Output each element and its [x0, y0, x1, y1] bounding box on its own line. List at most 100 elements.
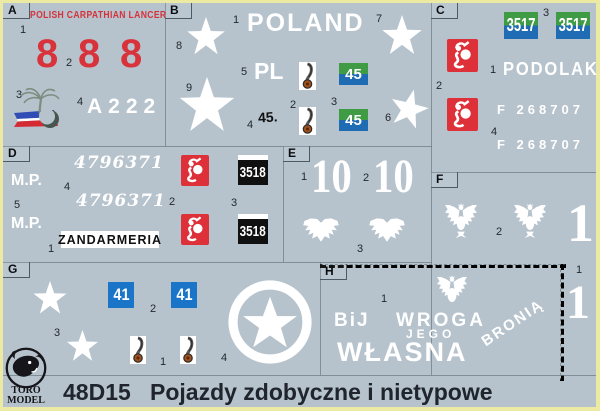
brand-name: TORO MODEL: [4, 386, 48, 406]
divider: [3, 375, 596, 376]
item-number: 1: [490, 64, 497, 76]
item-number: 4: [77, 96, 84, 108]
number-41-square: 41: [108, 282, 134, 308]
product-title: Pojazdy zdobyczne i nietypowe: [150, 379, 493, 405]
item-number: 2: [150, 303, 157, 315]
item-number: 4: [491, 126, 498, 138]
divider: [560, 264, 564, 381]
item-number: 9: [186, 82, 193, 94]
section-b-label: B: [165, 3, 192, 19]
item-number: 4: [64, 181, 71, 193]
syrena-mermaid-emblem-icon: [447, 39, 478, 72]
item-number: 1: [233, 14, 240, 26]
section-a-label: A: [3, 3, 30, 19]
pl-marking: PL: [254, 58, 284, 84]
section-d-label: D: [3, 146, 30, 162]
slogan-word: BRONIĄ: [478, 296, 548, 350]
item-number: 3: [16, 89, 23, 101]
polish-eagle-icon: [514, 203, 546, 238]
star-icon: [382, 15, 422, 55]
item-number: 2: [363, 172, 370, 184]
star-icon: [66, 330, 99, 361]
item-number: 1: [576, 264, 583, 276]
mp-marking: M.P.: [11, 172, 42, 189]
divider: [431, 172, 596, 173]
polish-eagle-icon: [445, 203, 477, 238]
item-number: 5: [241, 66, 248, 78]
item-number: 5: [14, 199, 21, 211]
item-number: 2: [496, 226, 503, 238]
divider: [431, 3, 432, 375]
eagle-silhouette-icon: [303, 218, 339, 242]
item-number: 1: [381, 293, 388, 305]
number-3518-plate: 3518: [238, 155, 268, 185]
star-icon: [33, 281, 67, 314]
red-digit: 8: [120, 32, 143, 76]
syrena-mermaid-emblem-icon: [181, 155, 209, 186]
square-number-text: 41: [175, 285, 193, 304]
plume-badge-icon: [130, 336, 146, 364]
divider: [3, 146, 432, 147]
serial-number: 4796371: [76, 191, 166, 211]
brand-line-toro: TORO: [11, 385, 41, 396]
item-number: 3: [331, 96, 338, 108]
plume-badge-icon: [299, 62, 316, 90]
white-strip: [238, 214, 268, 219]
section-e-label: E: [283, 146, 310, 162]
mp-marking: M.P.: [11, 215, 42, 232]
serial-number: F 268707: [497, 102, 584, 117]
number-41-square: 41: [171, 282, 197, 308]
slogan-word: WROGA: [396, 310, 486, 331]
section-a-title: POLISH CARPATHIAN LANCER: [30, 10, 167, 21]
square-number-text: 41: [112, 285, 130, 304]
divider: [3, 262, 432, 263]
item-number: 3: [357, 243, 364, 255]
section-h-label: H: [320, 264, 347, 280]
item-number: 1: [301, 171, 308, 183]
item-number: 2: [169, 196, 176, 208]
carpathian-brigade-palm-emblem-icon: [14, 88, 60, 128]
item-number: 2: [436, 80, 443, 92]
number-1: 1: [566, 276, 590, 329]
number-45-square: 45: [339, 109, 368, 131]
zandarmeria-plate: ZANDARMERIA: [57, 231, 163, 248]
red-digit: 8: [78, 32, 101, 76]
number-10: 10: [311, 150, 352, 203]
item-number: 2: [66, 57, 73, 69]
brand-line-model: MODEL: [7, 395, 45, 406]
number-3517-square: 3517: [556, 12, 590, 39]
number-3517-square: 3517: [504, 12, 538, 39]
item-number: 3: [231, 197, 238, 209]
decal-sheet: A B C D E F G H POLISH CARPATHIAN LANCER…: [3, 3, 599, 407]
slogan-eagle-icon: [437, 275, 467, 302]
syrena-mermaid-emblem-icon: [447, 98, 478, 131]
product-code: 48D15: [63, 379, 131, 405]
item-number: 2: [290, 99, 297, 111]
divider: [320, 264, 566, 268]
divider: [165, 3, 166, 146]
item-number: 8: [176, 40, 183, 52]
item-number: 6: [385, 112, 392, 124]
poland-marking: POLAND: [247, 9, 365, 37]
section-c-label: C: [431, 3, 458, 19]
divider: [320, 262, 321, 375]
item-number: 1: [20, 24, 27, 36]
serial-number: 4796371: [74, 153, 164, 173]
plume-badge-icon: [180, 336, 196, 364]
plume-badge-icon: [299, 107, 316, 135]
plate-number-text: 3518: [239, 164, 267, 181]
item-number: 3: [543, 7, 550, 19]
star-icon: [392, 89, 429, 129]
number-3518-plate: 3518: [238, 214, 268, 244]
number-45-black: 45.: [257, 108, 279, 126]
circled-star-icon: [228, 280, 312, 364]
tactical-code-a222: A222: [87, 95, 162, 118]
number-10: 10: [373, 150, 414, 203]
section-f-label: F: [431, 172, 458, 188]
eagle-silhouette-icon: [369, 218, 405, 242]
slogan-word: BiJ: [334, 310, 370, 331]
syrena-mermaid-emblem-icon: [181, 214, 209, 245]
toro-model-bull-logo-icon: [5, 347, 47, 389]
podolak-name: PODOLAK: [503, 59, 599, 79]
